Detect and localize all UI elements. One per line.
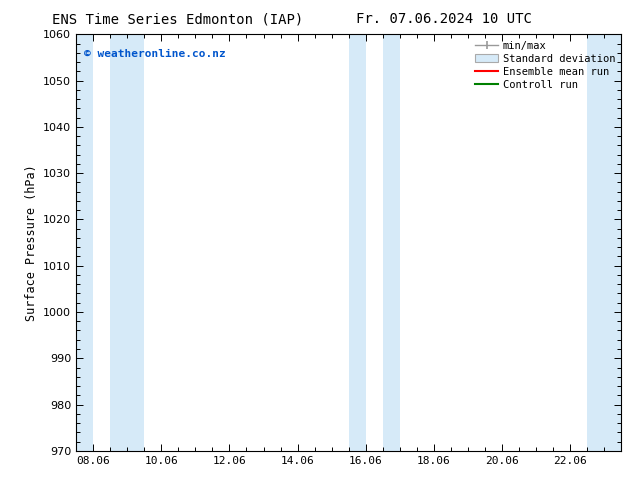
Bar [76, 34, 93, 451]
Text: © weatheronline.co.nz: © weatheronline.co.nz [84, 49, 226, 59]
Bar [110, 34, 144, 451]
Bar [349, 34, 366, 451]
Legend: min/max, Standard deviation, Ensemble mean run, Controll run: min/max, Standard deviation, Ensemble me… [471, 36, 619, 94]
Text: Fr. 07.06.2024 10 UTC: Fr. 07.06.2024 10 UTC [356, 12, 532, 26]
Bar [383, 34, 400, 451]
Y-axis label: Surface Pressure (hPa): Surface Pressure (hPa) [25, 164, 37, 321]
Text: ENS Time Series Edmonton (IAP): ENS Time Series Edmonton (IAP) [52, 12, 303, 26]
Bar [587, 34, 621, 451]
